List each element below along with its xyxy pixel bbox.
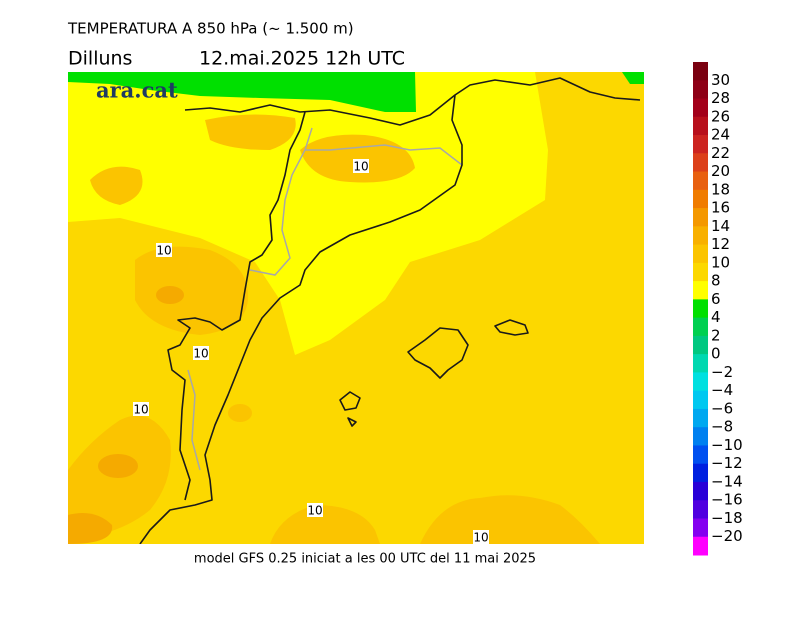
contour-label-box — [473, 530, 489, 544]
colorbar: 302826242220181614121086420−2−4−6−8−10−1… — [693, 62, 743, 556]
colorbar-label: 20 — [711, 162, 730, 180]
colorbar-label: 6 — [711, 290, 721, 308]
colorbar-segment — [693, 390, 708, 410]
colorbar-segment — [693, 281, 708, 300]
colorbar-segment — [693, 372, 708, 392]
colorbar-segment — [693, 171, 708, 191]
day-label: Dilluns — [68, 48, 132, 70]
colorbar-label: −10 — [711, 436, 743, 454]
colorbar-segment — [693, 226, 708, 246]
colorbar-label: 28 — [711, 89, 730, 107]
colorbar-segment — [693, 62, 708, 81]
contour-label: 10 — [353, 160, 368, 174]
colorbar-label: 16 — [711, 199, 730, 217]
contour-label: 10 — [193, 347, 208, 361]
colorbar-segment — [693, 500, 708, 519]
colorbar-label: 4 — [711, 308, 721, 326]
colorbar-label: 8 — [711, 272, 721, 290]
colorbar-segment — [693, 427, 708, 446]
contour-label: 10 — [307, 504, 322, 518]
contour-label: 10 — [133, 403, 148, 417]
colorbar-segment — [693, 98, 708, 118]
map-title: TEMPERATURA A 850 hPa (~ 1.500 m) — [67, 20, 354, 38]
colorbar-label: −2 — [711, 363, 733, 381]
colorbar-label: 22 — [711, 144, 730, 162]
colorbar-label: 12 — [711, 235, 730, 253]
field-6-8 — [68, 72, 548, 355]
colorbar-label: −16 — [711, 491, 743, 509]
colorbar-label: 26 — [711, 107, 730, 125]
colorbar-segment — [693, 153, 708, 173]
colorbar-segment — [693, 354, 708, 373]
field-12-14 — [68, 286, 184, 544]
colorbar-segment — [693, 445, 708, 465]
colorbar-label: 30 — [711, 71, 730, 89]
colorbar-label: 10 — [711, 253, 730, 271]
colorbar-label: −6 — [711, 399, 733, 417]
colorbar-segment — [693, 80, 708, 100]
colorbar-segment — [693, 536, 708, 556]
contour-label-box — [193, 346, 209, 360]
colorbar-segment — [693, 463, 708, 483]
colorbar-segment — [693, 299, 708, 319]
colorbar-label: −4 — [711, 381, 733, 399]
colorbar-segment — [693, 317, 708, 337]
colorbar-label: 18 — [711, 180, 730, 198]
map: ara.cat — [68, 72, 644, 544]
contour-label-box — [133, 402, 149, 416]
colorbar-label: 2 — [711, 326, 721, 344]
colorbar-label: −8 — [711, 418, 733, 436]
contour-label: 10 — [473, 531, 488, 545]
colorbar-segment — [693, 244, 708, 264]
colorbar-label: −12 — [711, 454, 743, 472]
colorbar-label: −18 — [711, 509, 743, 527]
footer-note: model GFS 0.25 iniciat a les 00 UTC del … — [194, 552, 536, 567]
colorbar-segment — [693, 116, 708, 136]
contour-label: 10 — [156, 244, 171, 258]
colorbar-segment — [693, 189, 708, 209]
field-10-12 — [68, 114, 600, 544]
datetime-label: 12.mai.2025 12h UTC — [199, 48, 405, 70]
colorbar-segment — [693, 208, 708, 227]
colorbar-label: 14 — [711, 217, 730, 235]
contour-label-box — [353, 159, 369, 173]
colorbar-segment — [693, 135, 708, 154]
field-4-6-east — [622, 72, 644, 84]
contour-label-box — [156, 243, 172, 257]
colorbar-segment — [693, 335, 708, 355]
colorbar-segment — [693, 408, 708, 428]
logo: ara.cat — [96, 78, 178, 103]
field-4-6 — [68, 72, 416, 112]
colorbar-segment — [693, 262, 708, 282]
colorbar-label: 24 — [711, 126, 730, 144]
contour-label-box — [307, 503, 323, 517]
colorbar-label: −20 — [711, 527, 743, 545]
colorbar-label: −14 — [711, 472, 743, 490]
colorbar-segment — [693, 518, 708, 538]
colorbar-label: 0 — [711, 345, 721, 363]
colorbar-segment — [693, 481, 708, 501]
